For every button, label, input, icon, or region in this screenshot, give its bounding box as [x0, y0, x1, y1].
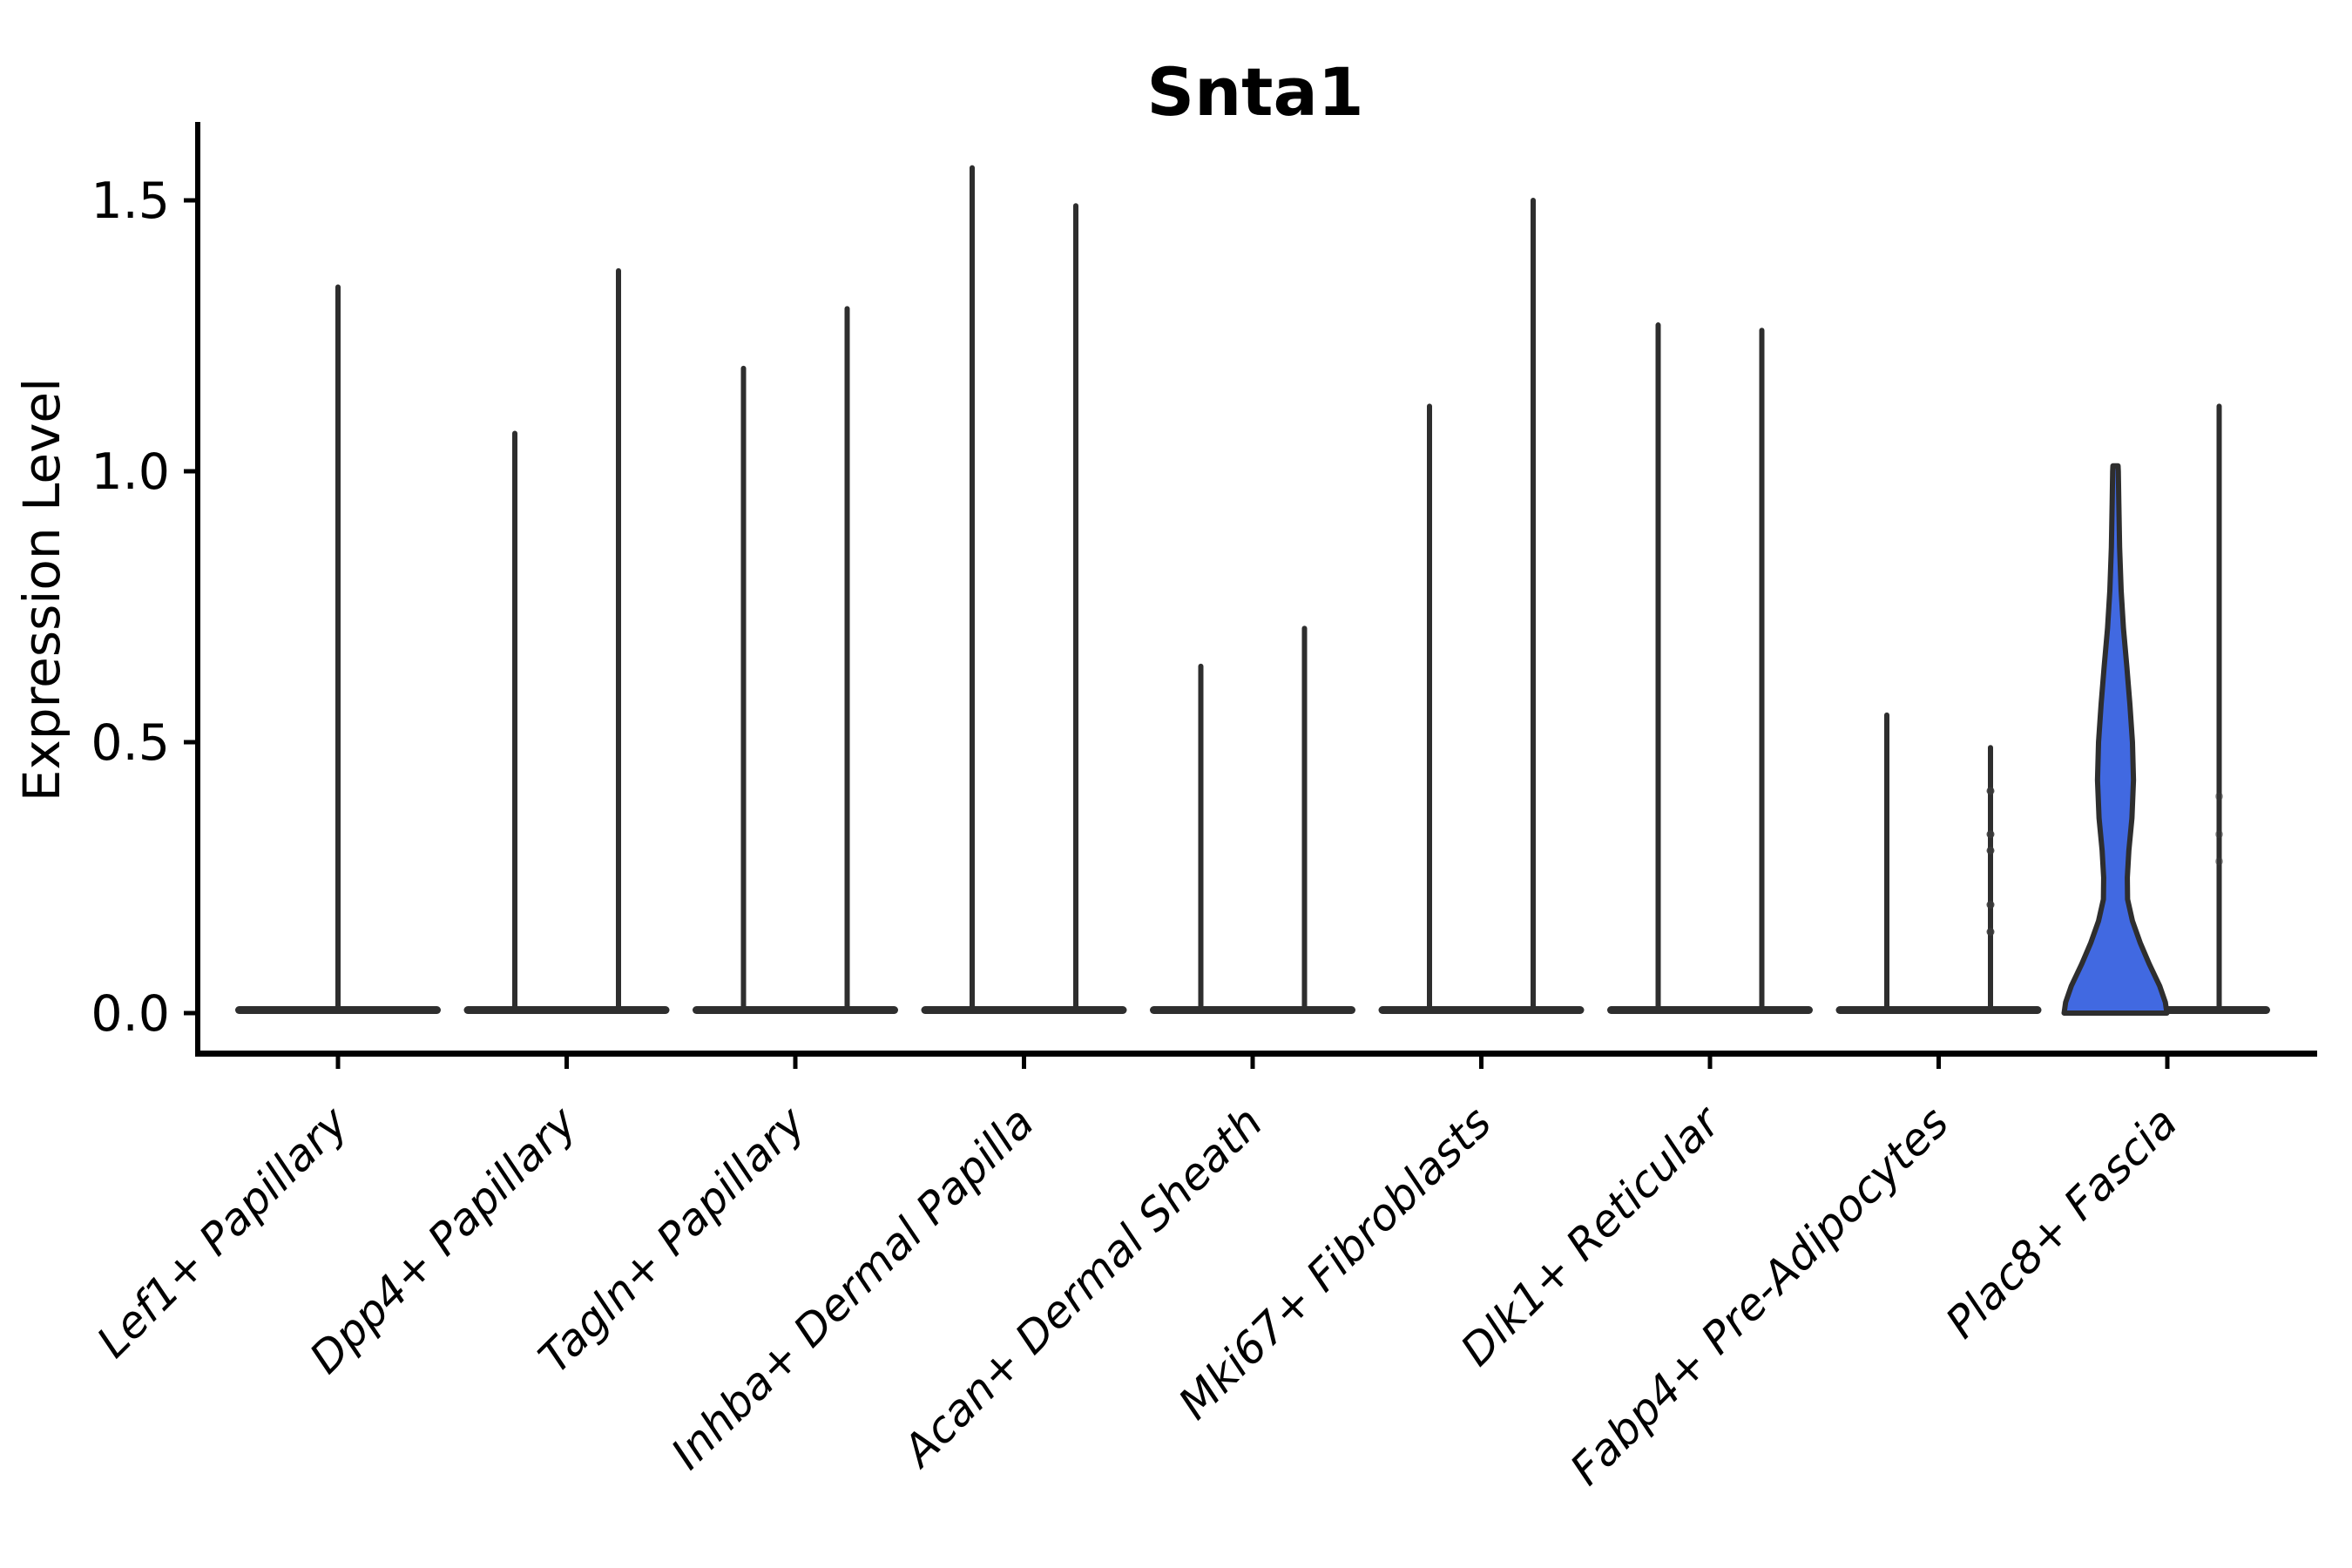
violin-base-4: [1150, 1006, 1355, 1014]
highlighted-violin-plac8-fascia: [2061, 463, 2170, 1016]
x-tick-label-7: Fabp4+ Pre-Adipocytes: [1560, 1097, 1958, 1495]
expression-point: [1986, 787, 1995, 795]
chart-title: Snta1: [1146, 53, 1363, 131]
y-tick-label-1: 0.5: [91, 714, 170, 772]
expression-point: [1986, 830, 1995, 839]
x-tick-label-4: Acan+ Dermal Sheath: [892, 1097, 1273, 1477]
expression-point: [2215, 792, 2223, 801]
violin-base-2: [693, 1006, 898, 1014]
violin-base-5: [1378, 1006, 1585, 1014]
expression-point: [2215, 830, 2223, 839]
y-axis-line: [195, 122, 200, 1057]
x-tick-label-8: Plac8+ Fascia: [1936, 1097, 2187, 1348]
y-axis-label: Expression Level: [12, 378, 71, 801]
x-tick-label-3: Inhba+ Dermal Papilla: [662, 1097, 1044, 1478]
violins-layer: [235, 165, 2270, 1016]
violin-base-1: [463, 1006, 670, 1014]
y-tick-label-0: 0.0: [91, 985, 170, 1043]
violin-base-6: [1607, 1006, 1813, 1014]
expression-point: [1986, 928, 1995, 936]
violin-base-3: [921, 1006, 1127, 1014]
expression-point: [2215, 857, 2223, 866]
violin-base-7: [1835, 1006, 2042, 1014]
expression-point: [1986, 901, 1995, 909]
expression-point: [1986, 846, 1995, 855]
y-tick-label-3: 1.5: [91, 172, 170, 230]
y-tick-label-2: 1.0: [91, 443, 170, 501]
x-axis-line: [195, 1051, 2317, 1057]
x-tick-label-0: Lef1+ Papillary: [87, 1096, 358, 1367]
